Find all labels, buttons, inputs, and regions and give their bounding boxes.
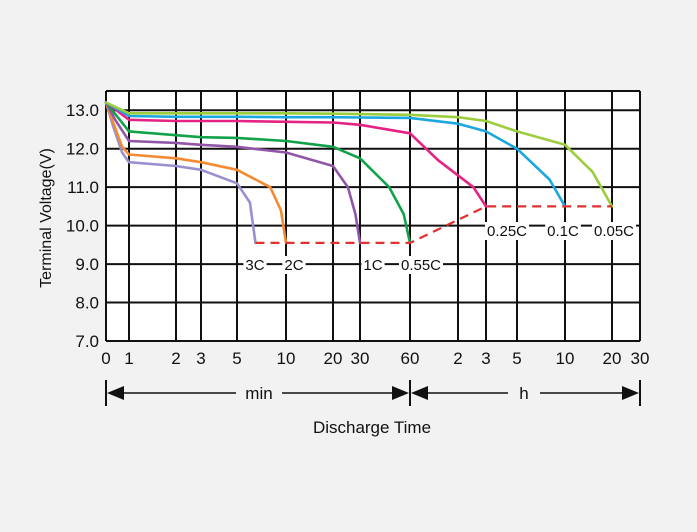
plot-area	[106, 91, 640, 341]
x-axis-label: Discharge Time	[313, 418, 431, 437]
x-tick-label: 2	[453, 349, 462, 368]
endpoint-line-group	[255, 205, 612, 244]
min-range-arrow-right	[392, 386, 409, 400]
series-line-3	[104, 101, 412, 245]
series-label-bg-3	[398, 256, 444, 274]
h-range-arrow-right	[622, 386, 639, 400]
x-tick-label: 3	[481, 349, 490, 368]
axes: 7.08.09.010.011.012.013.00 1 2 3 5 10 20 30 60 2 3…	[66, 101, 650, 368]
series-label-5: 0.1C	[547, 223, 579, 240]
endpoint-dashed-line	[255, 205, 612, 244]
series-label-bg-5	[545, 222, 581, 240]
series-label-bg-0	[243, 256, 267, 274]
series-label-4: 0.25C	[487, 223, 527, 240]
series-label-2: 1C	[363, 257, 382, 274]
min-range-label: min	[245, 384, 272, 403]
x-tick-label: 60	[401, 349, 420, 368]
x-tick-label: 20	[324, 349, 343, 368]
series-line-4	[104, 101, 488, 208]
series-label-bg-2	[361, 256, 385, 274]
y-tick-label: 7.0	[75, 332, 99, 351]
x-tick-label: 2	[171, 349, 180, 368]
series-line-2	[104, 101, 362, 245]
y-tick-label: 9.0	[75, 255, 99, 274]
x-tick-label: 5	[232, 349, 241, 368]
time-range-indicators: min h	[105, 380, 641, 406]
x-tick-label: 3	[196, 349, 205, 368]
y-tick-label: 12.0	[66, 140, 99, 159]
series-label-bg-1	[282, 256, 306, 274]
series-label-3: 0.55C	[401, 257, 441, 274]
x-tick-label: 20	[603, 349, 622, 368]
series-label-1: 2C	[284, 257, 303, 274]
x-tick-label: 10	[556, 349, 575, 368]
x-tick-label: 1	[124, 349, 133, 368]
plot-background	[106, 91, 640, 341]
y-tick-label: 10.0	[66, 217, 99, 236]
series-line-5	[104, 101, 567, 208]
series-label-bg-4	[484, 222, 530, 240]
x-tick-label: 0	[101, 349, 110, 368]
min-range-arrow-left	[107, 386, 124, 400]
series-label-bg-6	[591, 222, 637, 240]
h-range-label: h	[519, 384, 528, 403]
series-label-0: 3C	[245, 257, 264, 274]
series-line-0	[104, 101, 257, 245]
y-tick-label: 8.0	[75, 294, 99, 313]
series-labels: 3C 2C 1C 0.55C 0.25C 0.1C 0.05C	[243, 222, 637, 274]
h-range-arrow-left	[411, 386, 428, 400]
series-line-1	[104, 101, 288, 245]
y-tick-label: 13.0	[66, 101, 99, 120]
series-lines	[104, 101, 614, 245]
x-tick-label: 5	[512, 349, 521, 368]
grid	[105, 90, 641, 342]
y-tick-label: 11.0	[67, 178, 99, 197]
y-axis-label: Terminal Voltage(V)	[38, 148, 55, 288]
x-tick-label: 10	[277, 349, 296, 368]
x-tick-label: 30	[351, 349, 370, 368]
series-label-6: 0.05C	[594, 223, 634, 240]
x-tick-label: 30	[631, 349, 650, 368]
series-line-6	[104, 101, 614, 208]
